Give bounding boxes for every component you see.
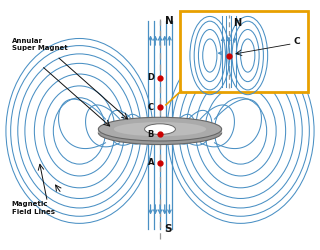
Text: Annular
Super Magnet: Annular Super Magnet <box>12 38 68 51</box>
Text: N: N <box>165 16 173 26</box>
Ellipse shape <box>98 121 222 144</box>
Ellipse shape <box>114 122 206 136</box>
Text: C: C <box>148 103 154 112</box>
Text: S: S <box>165 224 172 234</box>
Ellipse shape <box>145 124 175 134</box>
FancyBboxPatch shape <box>98 129 222 133</box>
Text: B: B <box>148 130 154 139</box>
FancyBboxPatch shape <box>180 11 308 92</box>
Text: Magnetic
Field Lines: Magnetic Field Lines <box>12 201 55 215</box>
Ellipse shape <box>98 117 222 141</box>
Text: C: C <box>294 37 300 46</box>
Text: D: D <box>147 73 154 82</box>
Text: A: A <box>148 158 154 168</box>
Text: N: N <box>234 18 242 28</box>
